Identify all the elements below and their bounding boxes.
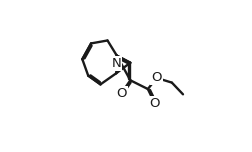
Text: O: O xyxy=(150,97,160,110)
Text: O: O xyxy=(116,87,127,100)
Text: O: O xyxy=(151,71,162,84)
Text: N: N xyxy=(111,57,121,70)
